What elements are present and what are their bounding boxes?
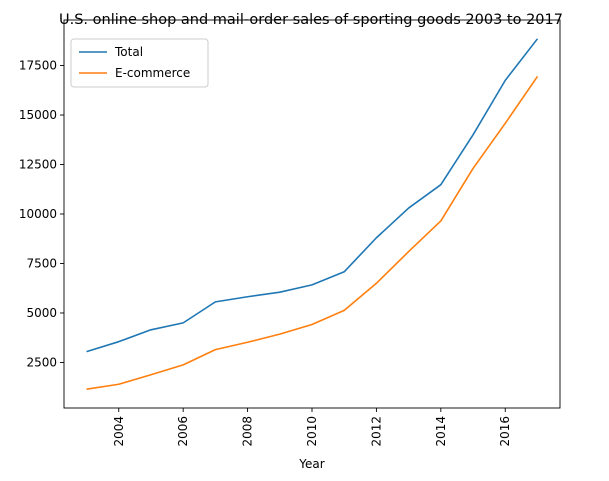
x-axis-label: Year [298, 457, 324, 471]
legend: Total E-commerce [70, 38, 209, 88]
x-tick-label: 2010 [305, 416, 319, 447]
legend-box [70, 38, 209, 88]
y-tick-label: 7500 [26, 256, 57, 270]
x-tick-label: 2014 [434, 416, 448, 447]
y-tick-label: 17500 [19, 59, 57, 73]
series-layer [86, 38, 539, 390]
x-tick-label: 2012 [369, 416, 383, 447]
x-tick-label: 2008 [241, 416, 255, 447]
series-line-total [86, 38, 539, 353]
x-tick-label: 2006 [176, 416, 190, 447]
y-axis: 2500 5000 7500 10000 12500 15000 17500 [19, 59, 64, 369]
series-line-e-commerce [86, 75, 539, 390]
y-tick-label: 5000 [26, 306, 57, 320]
y-tick-label: 10000 [19, 207, 57, 221]
y-tick-label: 12500 [19, 158, 57, 172]
y-tick-label: 15000 [19, 108, 57, 122]
x-axis: 2004 2006 2008 2010 2012 2014 2016 [112, 408, 512, 447]
legend-label: Total [114, 45, 143, 59]
y-tick-label: 2500 [26, 355, 57, 369]
legend-label: E-commerce [115, 66, 190, 80]
x-tick-label: 2016 [498, 416, 512, 447]
plot-frame [63, 19, 561, 409]
x-tick-label: 2004 [112, 416, 126, 447]
